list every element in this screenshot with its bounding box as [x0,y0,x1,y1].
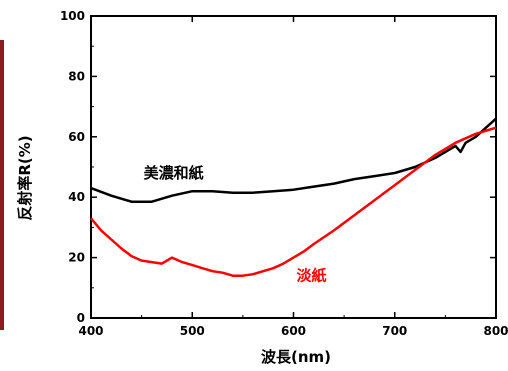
series-line-1 [90,117,497,203]
y-tick-label: 40 [68,190,85,204]
y-tick-label: 20 [68,251,85,265]
tick-layer: 400 500 600 700 800 0 20 40 60 80 100 [60,9,508,338]
series-line-2 [90,126,497,277]
x-tick-label: 600 [281,324,306,338]
y-tick-label: 60 [68,130,85,144]
series-label-1: 美濃和紙 [144,164,204,182]
y-tick-label: 80 [68,69,85,83]
series-layer [90,117,497,277]
x-tick-label: 500 [180,324,205,338]
series-label-2: 淡紙 [297,267,327,285]
left-edge-strip [0,40,4,330]
x-tick-label: 700 [382,324,407,338]
x-axis-title: 波長(nm) [261,348,331,366]
x-tick-label: 400 [78,324,103,338]
y-tick-label: 100 [60,9,85,23]
y-axis-title: 反射率R(%) [16,135,34,220]
x-tick-label: 800 [483,324,508,338]
y-tick-label: 0 [77,311,85,325]
